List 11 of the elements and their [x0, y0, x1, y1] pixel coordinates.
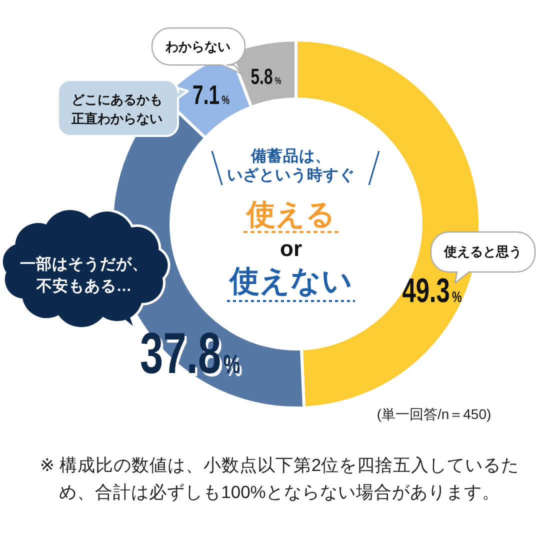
data-label: 5.8% — [250, 66, 282, 90]
text: 備蓄品は、いざという時すぐ — [227, 147, 355, 185]
slice-label: どこにあるかも正直わからない — [70, 91, 164, 128]
text: ※ 構成比の数値は、小数点以下第2位を四捨五入しているため、合計は必ずしも100%とならない場合があります。 — [38, 454, 520, 504]
data-label: 7.1% — [192, 80, 230, 110]
slice-label: わからない — [164, 38, 232, 56]
slice-label: 使えると思う — [442, 243, 523, 261]
data-label: 49.3% — [402, 272, 462, 310]
text: (単一回答/n＝450) — [376, 406, 492, 422]
slice-label: 一部はそうだが、不安もある… — [19, 254, 149, 297]
text: 使える or 使えない — [228, 199, 352, 298]
